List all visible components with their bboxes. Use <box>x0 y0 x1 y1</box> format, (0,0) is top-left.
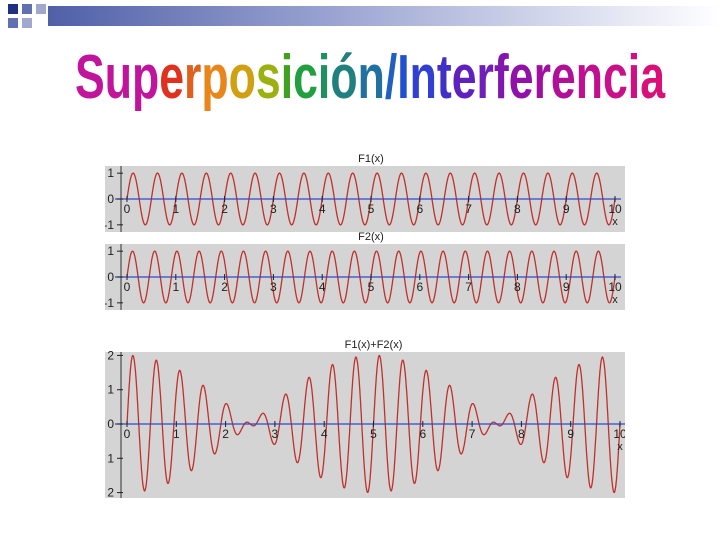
x-tick-label: 9 <box>563 202 570 216</box>
title-letter: n <box>358 43 385 112</box>
y-tick-label: 2 <box>107 486 114 500</box>
x-tick-label: 2 <box>221 280 228 294</box>
title-letter: c <box>603 43 628 112</box>
y-tick-label: 0 <box>107 270 114 284</box>
title-letter: t <box>437 43 452 112</box>
x-tick-label: 8 <box>514 280 521 294</box>
title-letter: e <box>159 43 184 112</box>
x-tick-label: 6 <box>416 202 423 216</box>
title-letter: p <box>201 43 228 112</box>
x-tick-label: 0 <box>124 427 131 441</box>
y-tick-label: 0 <box>107 417 114 431</box>
title-letter: r <box>534 43 551 112</box>
title-letter: ó <box>330 43 357 112</box>
x-tick-label: 10 <box>613 427 625 441</box>
x-tick-label: 10 <box>608 202 622 216</box>
title-letter: e <box>509 43 534 112</box>
title-letter: s <box>256 43 281 112</box>
x-tick-label: 2 <box>221 202 228 216</box>
x-tick-label: 7 <box>465 280 472 294</box>
x-tick-label: 2 <box>222 427 229 441</box>
title-letter: i <box>281 43 293 112</box>
y-tick-label: 1 <box>107 383 114 397</box>
y-tick-label: 1 <box>107 244 114 258</box>
x-tick-label: 7 <box>465 202 472 216</box>
x-tick-label: 9 <box>567 427 574 441</box>
title-letter: n <box>576 43 603 112</box>
title-letter: / <box>385 43 397 112</box>
title-letter: e <box>551 43 576 112</box>
x-tick-label: 4 <box>321 427 328 441</box>
x-tick-label: 6 <box>419 427 426 441</box>
x-tick-label: 1 <box>172 280 179 294</box>
title-letter: I <box>397 43 409 112</box>
y-tick-label: -1 <box>105 296 114 310</box>
slide-title: Superposición/Interferencia <box>75 43 666 113</box>
x-tick-label: 1 <box>172 202 179 216</box>
x-tick-label: 3 <box>270 280 277 294</box>
title-letter: S <box>75 43 105 112</box>
title-letter: c <box>293 43 318 112</box>
x-tick-label: 0 <box>124 280 131 294</box>
y-tick-label: -1 <box>105 218 114 232</box>
plot-title: F1(x) <box>358 153 384 165</box>
plot-title: F2(x) <box>358 231 384 243</box>
y-tick-label: 1 <box>107 166 114 180</box>
x-axis-label: x <box>612 294 618 306</box>
x-axis-label: x <box>617 441 623 453</box>
y-tick-label: 0 <box>107 192 114 206</box>
x-tick-label: 4 <box>319 202 326 216</box>
decorative-header-bar <box>8 4 720 28</box>
title-letter: r <box>477 43 494 112</box>
title-letter: o <box>229 43 256 112</box>
x-tick-label: 5 <box>368 280 375 294</box>
title-letter: i <box>628 43 640 112</box>
x-tick-label: 8 <box>518 427 525 441</box>
slide-title-text: Superposición/Interferencia <box>75 43 665 112</box>
title-letter: n <box>410 43 437 112</box>
x-tick-label: 3 <box>272 427 279 441</box>
x-tick-label: 9 <box>563 280 570 294</box>
title-letter: i <box>318 43 330 112</box>
title-letter: p <box>132 43 159 112</box>
title-letter: e <box>452 43 477 112</box>
title-letter: a <box>640 43 665 112</box>
plot-title: F1(x)+F2(x) <box>345 339 403 351</box>
x-tick-label: 10 <box>608 280 622 294</box>
y-tick-label: 1 <box>107 451 114 465</box>
x-tick-label: 1 <box>173 427 180 441</box>
y-tick-label: 2 <box>107 348 114 362</box>
x-tick-label: 6 <box>416 280 423 294</box>
x-axis-label: x <box>612 216 618 228</box>
x-tick-label: 8 <box>514 202 521 216</box>
x-tick-label: 4 <box>319 280 326 294</box>
x-tick-label: 5 <box>368 202 375 216</box>
title-letter: f <box>494 43 509 112</box>
x-tick-label: 0 <box>124 202 131 216</box>
title-letter: u <box>105 43 132 112</box>
title-letter: r <box>184 43 201 112</box>
x-tick-label: 7 <box>469 427 476 441</box>
x-tick-label: 3 <box>270 202 277 216</box>
x-tick-label: 5 <box>370 427 377 441</box>
